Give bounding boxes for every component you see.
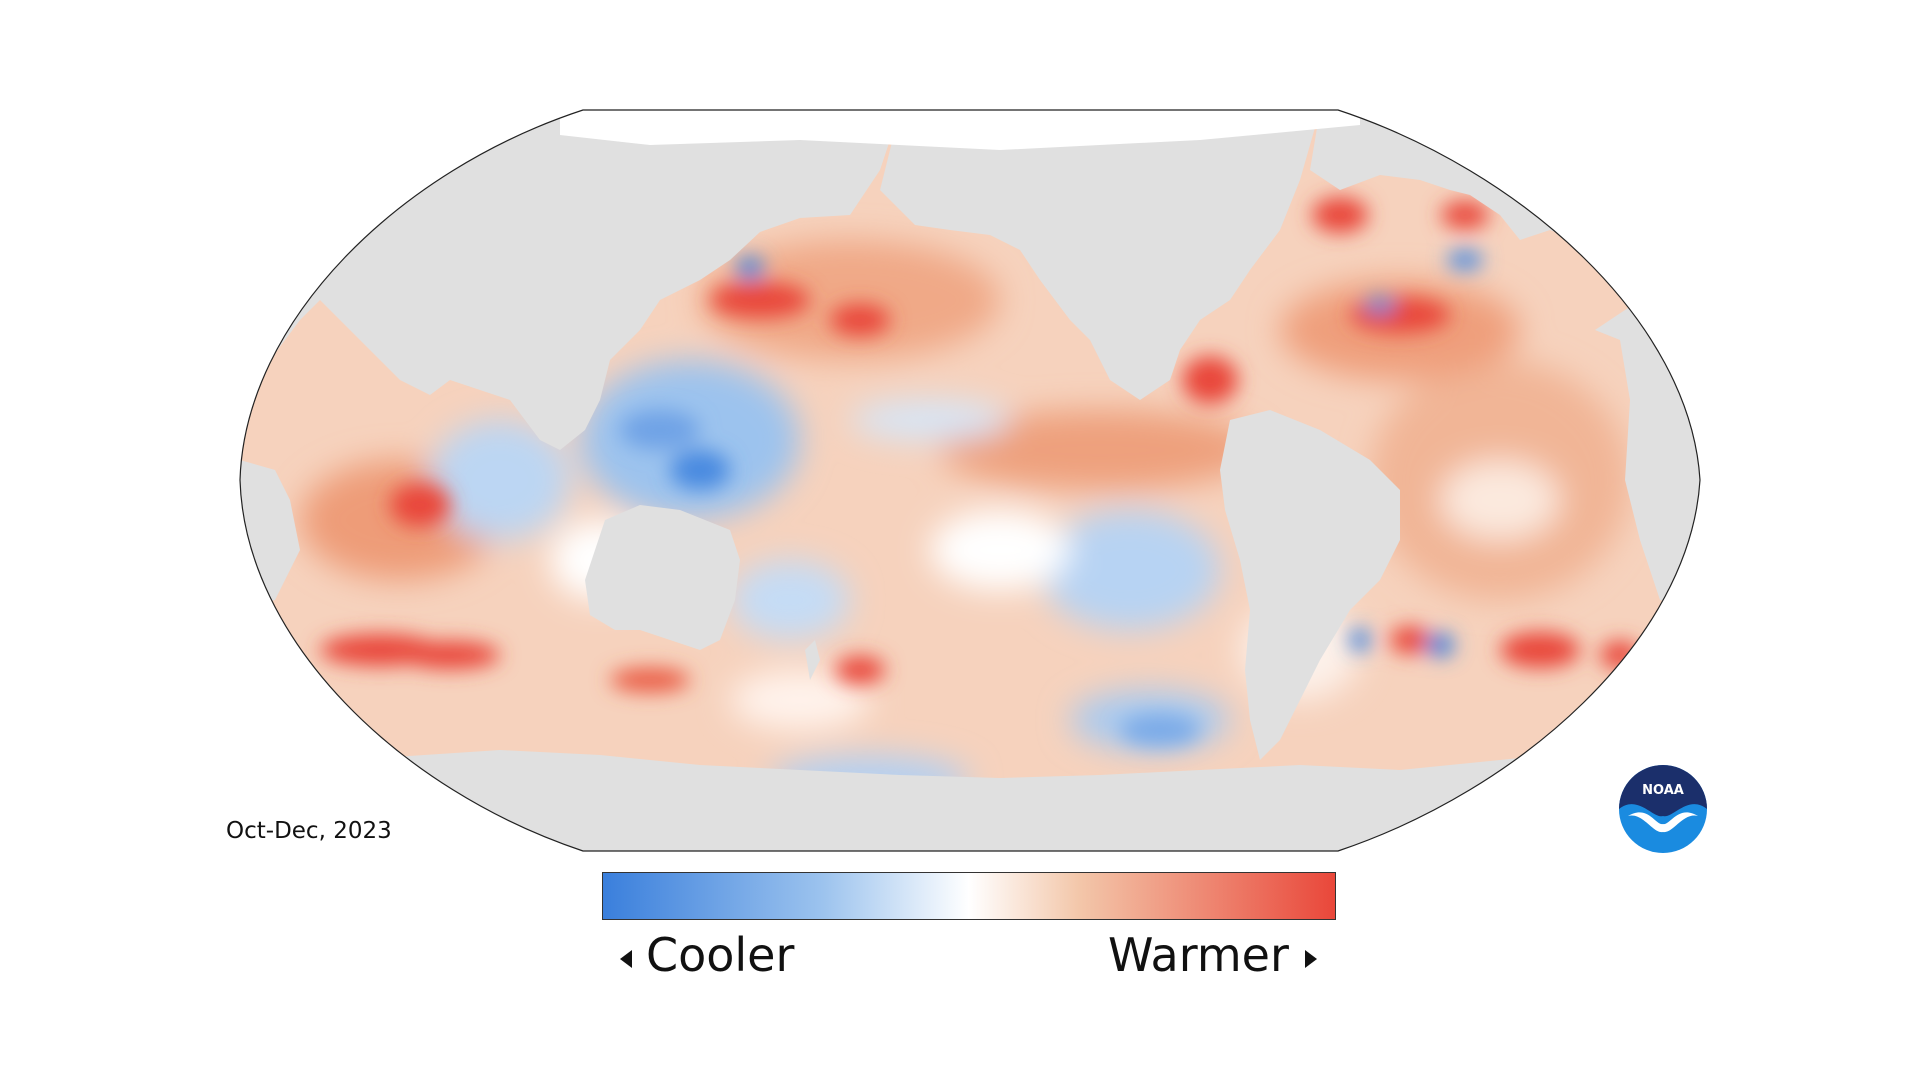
logo-seagull [1628, 812, 1698, 833]
color-scale-bar [602, 872, 1336, 920]
land-australia [585, 505, 740, 650]
land-south-america [1220, 410, 1400, 760]
arctic-ice [560, 110, 1360, 150]
right-arrow-icon [1304, 949, 1317, 968]
left-arrow-icon [620, 949, 632, 968]
logo-text: NOAA [1642, 783, 1684, 798]
logo-top-half [1619, 765, 1707, 817]
anomaly-field [300, 240, 1630, 805]
globe-outline [239, 109, 1701, 852]
period-label: Oct-Dec, 2023 [226, 818, 392, 844]
land-new-zealand [805, 640, 820, 680]
legend-low-label: Cooler [646, 928, 795, 982]
map-globe [240, 110, 1700, 851]
land-antarctica [240, 740, 1700, 851]
legend-low: Cooler [620, 928, 794, 982]
noaa-logo-icon: NOAA [1619, 765, 1707, 853]
legend-high-label: Warmer [1108, 928, 1289, 982]
legend-high: Warmer [1108, 928, 1317, 982]
anomaly-hotspots [320, 197, 1640, 746]
land-north-america [880, 110, 1320, 400]
